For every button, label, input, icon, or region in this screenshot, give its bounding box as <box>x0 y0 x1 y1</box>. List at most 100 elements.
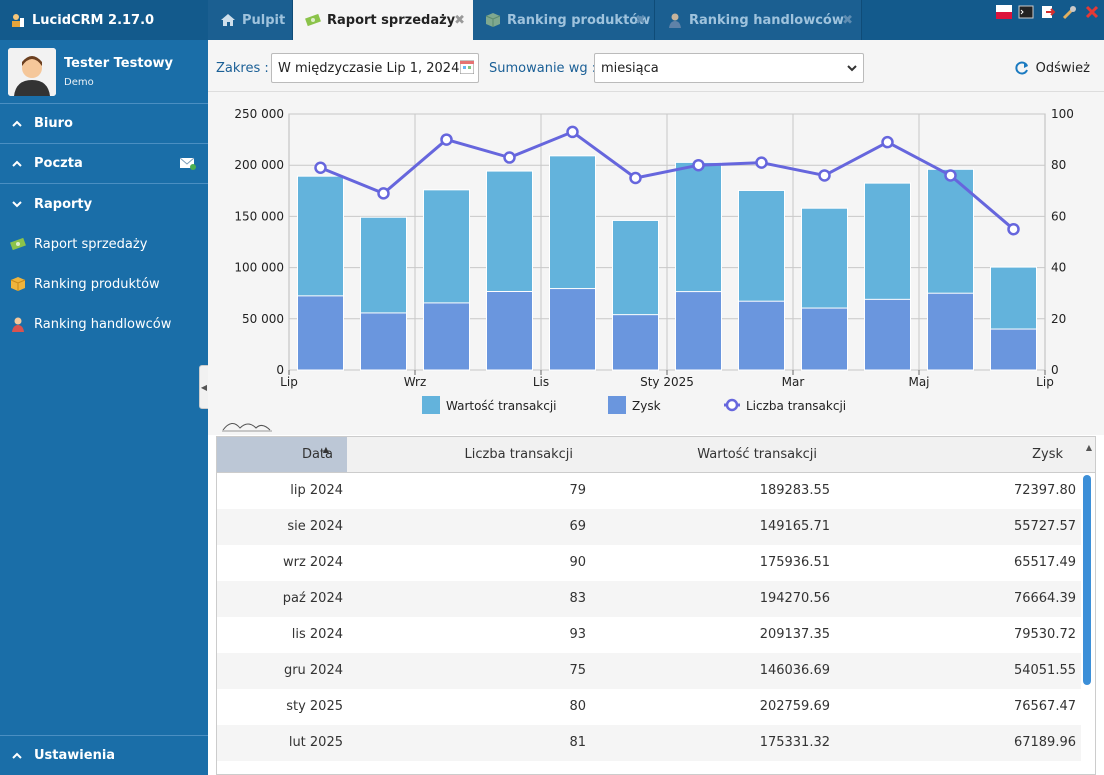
data-grid: Data ▲ Liczba transakcji Wartość transak… <box>216 436 1096 775</box>
sidebar-item-ranking-produktow[interactable]: Ranking produktów <box>0 264 208 304</box>
logout-icon[interactable] <box>1040 4 1056 20</box>
right-tick-label: 100 <box>1051 107 1074 121</box>
table-cell: 83 <box>569 591 586 606</box>
table-cell: 81 <box>569 735 586 750</box>
terminal-icon[interactable] <box>1018 4 1034 20</box>
table-cell: 189283.55 <box>759 483 830 498</box>
table-cell: 93 <box>569 627 586 642</box>
table-row[interactable]: gru 2024 75 146036.69 54051.55 <box>217 653 1081 689</box>
salesman-icon <box>10 316 26 332</box>
table-row[interactable]: sty 2025 80 202759.69 76567.47 <box>217 689 1081 725</box>
left-tick-label: 250 000 <box>234 107 284 121</box>
sum-label: Sumowanie wg : <box>489 61 597 76</box>
range-input[interactable]: W międzyczasie Lip 1, 2024 <box>271 53 479 83</box>
table-row[interactable]: paź 2024 83 194270.56 76664.39 <box>217 581 1081 617</box>
bar-zysk <box>360 312 407 371</box>
sidebar: LucidCRM 2.17.0 Tester Testowy Demo Biur… <box>0 0 208 775</box>
range-label: Zakres : <box>216 61 269 76</box>
grid-header: Data ▲ Liczba transakcji Wartość transak… <box>217 437 1095 473</box>
vertical-scrollbar[interactable] <box>1083 475 1091 685</box>
salesman-icon <box>667 12 683 28</box>
top-icons <box>996 4 1100 20</box>
close-icon[interactable]: ✖ <box>635 12 646 28</box>
money-icon <box>10 236 26 252</box>
table-cell: 65517.49 <box>1013 555 1076 570</box>
line-liczba-transakcji <box>319 130 1015 231</box>
table-cell: 69 <box>569 519 586 534</box>
column-header-label: Data <box>301 447 333 462</box>
table-cell: 175936.51 <box>759 555 830 570</box>
tab-ranking-produktow[interactable]: Ranking produktów ✖ <box>473 0 655 40</box>
table-row[interactable]: wrz 2024 90 175936.51 65517.49 <box>217 545 1081 581</box>
polish-flag-icon[interactable] <box>996 4 1012 20</box>
column-header-zysk[interactable]: Zysk <box>817 437 1063 472</box>
section-ustawienia-label: Ustawienia <box>34 748 116 763</box>
tab-pulpit[interactable]: Pulpit <box>208 0 293 40</box>
bar-zysk <box>612 314 659 371</box>
table-row[interactable]: lis 2024 93 209137.35 79530.72 <box>217 617 1081 653</box>
sidebar-item-ranking-handlowcow[interactable]: Ranking handlowców <box>0 304 208 344</box>
right-tick-label: 60 <box>1051 209 1066 223</box>
scroll-up-icon[interactable]: ▲ <box>1085 443 1092 452</box>
range-value: W międzyczasie Lip 1, 2024 <box>278 60 460 76</box>
x-tick-label: Lis <box>533 375 549 389</box>
tab-label: Raport sprzedaży <box>327 12 456 28</box>
section-raporty[interactable]: Raporty <box>0 184 208 224</box>
sum-value: miesiąca <box>601 60 659 76</box>
column-header-data[interactable]: Data ▲ <box>217 437 347 472</box>
left-tick-label: 0 <box>276 363 284 377</box>
left-tick-label: 200 000 <box>234 158 284 172</box>
close-app-icon[interactable] <box>1084 4 1100 20</box>
x-tick-label: Mar <box>782 375 805 389</box>
refresh-button[interactable]: Odśwież <box>1014 60 1090 76</box>
range-selector-icon[interactable] <box>222 416 272 432</box>
line-point <box>440 133 453 146</box>
tools-icon[interactable] <box>1062 4 1078 20</box>
table-cell: 72397.80 <box>1013 483 1076 498</box>
tab-label: Ranking produktów <box>507 12 651 28</box>
section-biuro[interactable]: Biuro <box>0 104 208 144</box>
mail-icon[interactable] <box>179 156 196 174</box>
sum-select[interactable]: miesiąca <box>594 53 864 83</box>
section-poczta[interactable]: Poczta <box>0 144 208 184</box>
chevron-up-icon <box>12 119 24 129</box>
line-point <box>1007 222 1020 236</box>
x-tick-label: Lip <box>280 375 298 389</box>
avatar[interactable] <box>8 47 56 96</box>
right-tick-label: 40 <box>1051 261 1066 275</box>
section-ustawienia[interactable]: Ustawienia <box>0 735 208 775</box>
bar-zysk <box>864 298 911 371</box>
user-role: Demo <box>64 76 94 88</box>
tab-label: Pulpit <box>242 12 286 28</box>
close-icon[interactable]: ✖ <box>454 12 465 28</box>
table-row[interactable]: lut 2025 81 175331.32 67189.96 <box>217 725 1081 761</box>
table-cell: 175331.32 <box>759 735 830 750</box>
refresh-icon <box>1014 60 1030 76</box>
column-header-liczba[interactable]: Liczba transakcji <box>347 437 573 472</box>
table-cell: wrz 2024 <box>282 555 343 570</box>
app-title-bar: LucidCRM 2.17.0 <box>0 0 208 40</box>
legend-label: Liczba transakcji <box>746 399 846 413</box>
section-poczta-label: Poczta <box>34 156 83 171</box>
table-cell: 79 <box>569 483 586 498</box>
table-row[interactable]: sie 2024 69 149165.71 55727.57 <box>217 509 1081 545</box>
section-biuro-label: Biuro <box>34 116 73 131</box>
app-logo-icon <box>10 12 26 28</box>
table-row[interactable]: lip 2024 79 189283.55 72397.80 <box>217 473 1081 509</box>
bar-zysk <box>990 328 1037 371</box>
sidebar-item-raport-sprzedazy[interactable]: Raport sprzedaży <box>0 224 208 264</box>
right-tick-label: 80 <box>1051 158 1066 172</box>
table-cell: lip 2024 <box>290 483 343 498</box>
chart-area: 0 50 000 100 000 150 000 200 000 250 000 0 20 40… <box>208 92 1104 435</box>
close-icon[interactable]: ✖ <box>842 12 853 28</box>
tab-ranking-handlowcow[interactable]: Ranking handlowców ✖ <box>655 0 862 40</box>
column-header-wartosc[interactable]: Wartość transakcji <box>573 437 817 472</box>
table-cell: 209137.35 <box>759 627 830 642</box>
line-point <box>692 158 705 172</box>
money-icon <box>305 12 321 28</box>
section-raporty-label: Raporty <box>34 196 93 212</box>
tab-raport-sprzedazy[interactable]: Raport sprzedaży ✖ <box>293 0 473 40</box>
table-cell: 55727.57 <box>1013 519 1076 534</box>
calendar-icon[interactable] <box>459 60 475 78</box>
table-cell: 149165.71 <box>759 519 830 534</box>
